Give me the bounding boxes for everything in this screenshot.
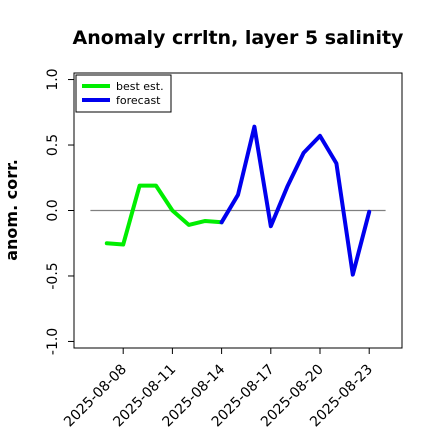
y-tick-label: 0.0 (45, 199, 61, 221)
y-tick-label: -0.5 (45, 262, 61, 289)
series-line-forecast (219, 124, 372, 277)
legend: best est.forecast (75, 74, 172, 113)
y-tick-label: 1.0 (45, 68, 61, 90)
legend-label: best est. (116, 80, 164, 93)
axis-ticks: -1.0-0.50.00.51.02025-08-082025-08-11202… (45, 68, 376, 430)
legend-label: forecast (116, 94, 161, 107)
series-line-best-est (104, 183, 224, 247)
legend-box (75, 74, 172, 113)
y-axis-label: anom. corr. (2, 159, 21, 261)
y-tick-label: 0.5 (45, 134, 61, 156)
y-tick-label: -1.0 (45, 328, 61, 355)
plot-area (73, 72, 403, 349)
chart-title: Anomaly crrltn, layer 5 salinity (73, 27, 404, 49)
